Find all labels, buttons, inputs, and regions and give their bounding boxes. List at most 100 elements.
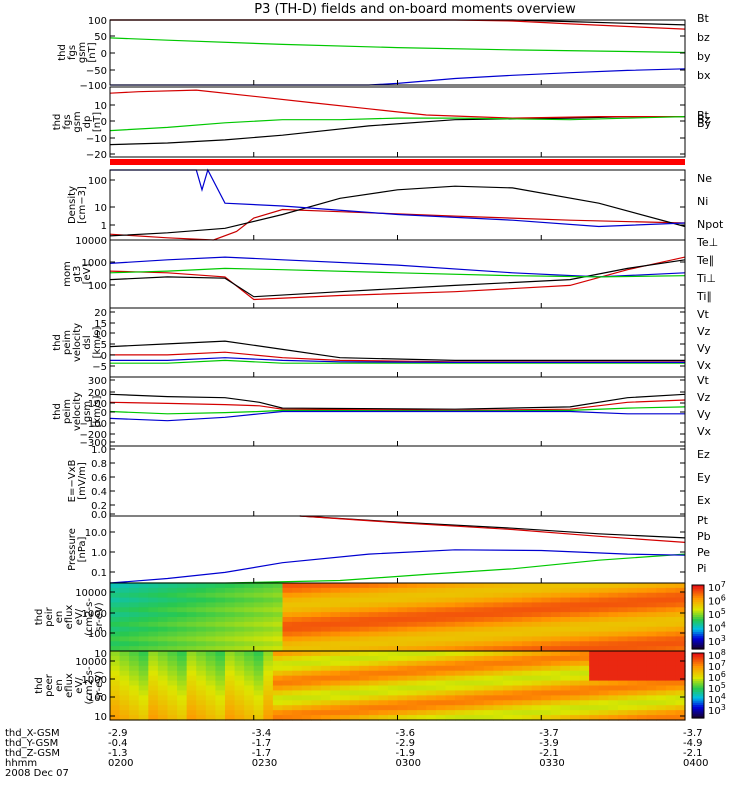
heatmap-cell xyxy=(617,626,629,633)
heatmap-cell xyxy=(608,651,619,657)
heatmap-cell xyxy=(301,665,312,672)
heatmap-cell xyxy=(301,670,312,677)
heatmap-cell xyxy=(368,621,379,628)
heatmap-cell xyxy=(531,685,542,692)
heatmap-cell xyxy=(148,715,159,721)
panel-peir_en_eflux: thdpeirenefluxeV/(cm2-s-sr-eV)1071061051… xyxy=(34,580,726,660)
heatmap-cell xyxy=(157,655,169,662)
heatmap-cell xyxy=(397,670,408,677)
heatmap-cell xyxy=(119,592,130,599)
heatmap-cell xyxy=(608,680,619,687)
heatmap-cell xyxy=(560,660,571,667)
heatmap-cell xyxy=(167,670,178,677)
heatmap-cell xyxy=(407,665,418,672)
heatmap-cell xyxy=(225,641,236,647)
heatmap-cell xyxy=(550,583,562,589)
heatmap-cell xyxy=(656,655,667,662)
heatmap-cell xyxy=(167,583,178,589)
heatmap-cell xyxy=(483,715,494,721)
heatmap-cell xyxy=(320,636,332,642)
ylabel-line: mom xyxy=(62,261,73,287)
heatmap-cell xyxy=(177,626,188,633)
heatmap-cell xyxy=(646,655,657,662)
heatmap-cell xyxy=(512,715,523,721)
heatmap-cell xyxy=(435,690,447,696)
heatmap-cell xyxy=(531,612,542,618)
heatmap-cell xyxy=(253,710,264,716)
heatmap-cell xyxy=(186,597,197,604)
heatmap-cell xyxy=(148,602,159,608)
heatmap-cell xyxy=(292,675,303,682)
heatmap-cell xyxy=(550,607,562,613)
heatmap-cell xyxy=(253,655,264,662)
heatmap-cell xyxy=(186,641,197,647)
heatmap-cell xyxy=(656,700,667,706)
heatmap-cell xyxy=(550,587,562,594)
heatmap-cell xyxy=(292,641,303,647)
heatmap-cell xyxy=(407,597,418,604)
heatmap-cell xyxy=(627,660,638,667)
heatmap-cell xyxy=(186,660,197,667)
colorbar-base: 10 xyxy=(708,651,721,662)
heatmap-cell xyxy=(675,612,686,618)
heatmap-cell xyxy=(397,626,408,633)
heatmap-cell xyxy=(589,670,600,677)
heatmap-cell xyxy=(502,607,514,613)
heatmap-cell xyxy=(560,636,571,642)
heatmap-cell xyxy=(541,660,552,667)
heatmap-cell xyxy=(272,626,284,633)
heatmap-cell xyxy=(119,675,130,682)
series-line-Bz xyxy=(109,89,685,119)
heatmap-cell xyxy=(215,680,226,687)
series-line-Vt xyxy=(109,340,685,361)
heatmap-cell xyxy=(320,710,332,716)
heatmap-cell xyxy=(665,621,677,628)
heatmap-cell xyxy=(244,705,255,711)
heatmap-cell xyxy=(292,670,303,677)
heatmap-cell xyxy=(234,695,245,701)
heatmap-cell xyxy=(464,705,475,711)
heatmap-cell xyxy=(502,621,514,628)
heatmap-cell xyxy=(157,607,169,613)
heatmap-cell xyxy=(617,680,629,687)
heatmap-cell xyxy=(196,700,207,706)
heatmap-cell xyxy=(167,636,178,642)
heatmap-cell xyxy=(234,583,245,589)
heatmap-cell xyxy=(320,690,332,696)
heatmap-cell xyxy=(282,587,293,594)
heatmap-cell xyxy=(119,695,130,701)
heatmap-cell xyxy=(397,680,408,687)
heatmap-cell xyxy=(349,587,360,594)
heatmap-cell xyxy=(282,631,293,638)
heatmap-cell xyxy=(637,636,648,642)
heatmap-cell xyxy=(474,680,485,687)
heatmap-cell xyxy=(426,621,437,628)
heatmap-cell xyxy=(464,602,475,608)
heatmap-cell xyxy=(157,641,169,647)
heatmap-cell xyxy=(205,641,217,647)
heatmap-cell xyxy=(138,710,149,716)
heatmap-cell xyxy=(512,631,523,638)
heatmap-cell xyxy=(196,685,207,692)
heatmap-cell xyxy=(368,617,379,623)
heatmap-cell xyxy=(157,602,169,608)
heatmap-cell xyxy=(148,690,159,696)
heatmap-cell xyxy=(617,655,629,662)
colorbar-cell xyxy=(692,646,704,650)
heatmap-cell xyxy=(340,665,351,672)
heatmap-cell xyxy=(445,587,456,594)
heatmap-cell xyxy=(311,626,322,633)
colorbar-label: 105 xyxy=(708,607,726,621)
heatmap-cell xyxy=(483,612,494,618)
ytick-label: −300 xyxy=(80,438,107,449)
colorbar-cell xyxy=(692,606,704,610)
heatmap-cell xyxy=(397,641,408,647)
heatmap-cell xyxy=(426,700,437,706)
heatmap-cell xyxy=(253,685,264,692)
colorbar-base: 10 xyxy=(708,583,721,594)
heatmap-cell xyxy=(675,626,686,633)
ylabel-line: sr-eV) xyxy=(94,671,105,700)
heatmap-cell xyxy=(560,621,571,628)
heatmap-cell xyxy=(320,675,332,682)
heatmap-cell xyxy=(627,641,638,647)
